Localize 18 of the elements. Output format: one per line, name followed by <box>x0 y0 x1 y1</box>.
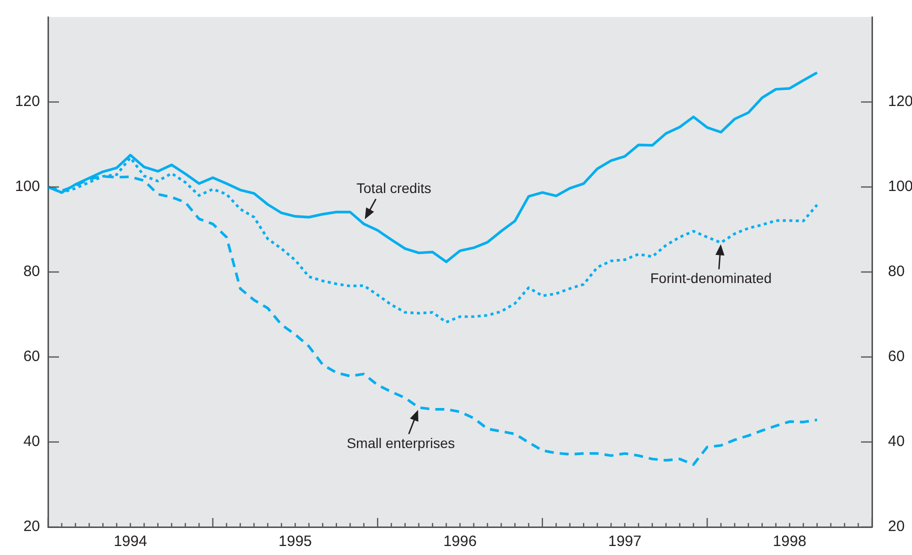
y2-tick-label: 60 <box>888 348 905 366</box>
y-tick-label: 100 <box>14 178 40 196</box>
annotation: Small enterprises <box>346 434 455 451</box>
y2-tick-label: 20 <box>888 518 905 536</box>
x-tick-label: 1995 <box>278 533 312 550</box>
x-tick-label: 1996 <box>443 533 477 550</box>
y-tick-label: 60 <box>23 348 40 366</box>
y-tick-label: 120 <box>14 93 40 110</box>
y-tick-label: 80 <box>23 263 40 280</box>
x-tick-label: 1997 <box>608 533 642 550</box>
y2-tick-label: 80 <box>888 263 905 280</box>
annotation: Total credits <box>356 180 432 196</box>
annotation: Forint-denominated <box>650 270 772 286</box>
y-tick-label: 40 <box>23 433 40 450</box>
x-tick-label: 1994 <box>114 533 148 550</box>
x-tick-label: 1998 <box>772 533 806 550</box>
y-tick-label: 20 <box>23 518 40 536</box>
y2-tick-label: 40 <box>888 433 905 450</box>
